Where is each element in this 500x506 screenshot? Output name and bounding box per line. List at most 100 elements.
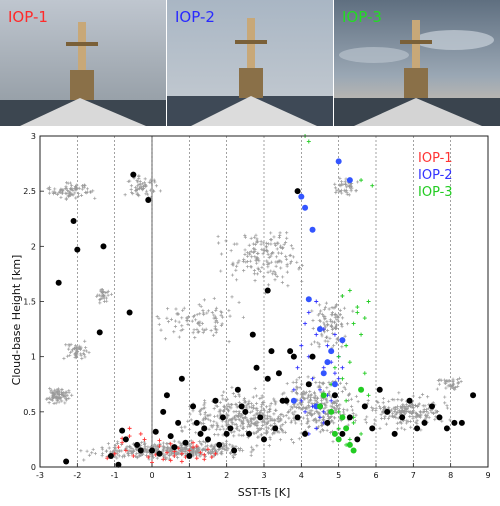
background-point (211, 450, 215, 454)
background-point (224, 239, 228, 243)
background-point (325, 428, 329, 433)
x-tick-label: 1 (187, 471, 192, 480)
background-point (455, 378, 460, 382)
background-point (67, 396, 71, 400)
background-point (244, 260, 248, 264)
background-point (303, 397, 307, 401)
background-point (222, 427, 226, 431)
x-tick-label: 2 (224, 471, 229, 480)
background-point (351, 309, 355, 313)
background-point (229, 249, 233, 253)
background-point (325, 319, 329, 324)
background-point (356, 399, 360, 404)
background-point (211, 446, 215, 450)
background-point (251, 250, 256, 254)
background-point (138, 454, 142, 458)
photo-label-iop-2: IOP-2 (175, 8, 215, 26)
background-point (143, 442, 147, 446)
background-point (128, 179, 132, 183)
data-point (193, 419, 200, 426)
background-point (250, 255, 254, 259)
background-point (232, 430, 236, 434)
background-point (148, 188, 153, 192)
background-point (54, 401, 58, 405)
background-point (323, 339, 327, 343)
background-point (354, 413, 358, 417)
background-point (413, 411, 417, 415)
background-point (207, 427, 211, 431)
background-scatter (44, 174, 463, 462)
background-point (405, 403, 409, 407)
background-point (77, 186, 81, 190)
background-point (67, 342, 71, 347)
background-point (302, 389, 306, 394)
background-point (256, 251, 260, 255)
background-point (73, 191, 77, 195)
background-point (233, 422, 237, 426)
background-point (129, 184, 134, 188)
background-point (435, 387, 439, 391)
background-point (321, 429, 325, 433)
background-point (305, 420, 310, 424)
background-point (287, 416, 291, 420)
background-point (167, 453, 171, 457)
background-point (246, 254, 250, 258)
background-point (169, 317, 173, 321)
background-point (234, 268, 238, 272)
background-point (393, 409, 397, 414)
data-point (347, 437, 352, 442)
background-point (237, 394, 241, 398)
background-point (183, 449, 187, 453)
background-point (372, 422, 377, 426)
data-point (291, 387, 296, 392)
background-point (356, 180, 360, 184)
background-point (315, 396, 319, 400)
data-point (335, 158, 342, 165)
background-point (203, 401, 207, 405)
background-point (47, 396, 51, 400)
background-point (264, 428, 269, 432)
background-point (388, 414, 392, 418)
background-point (59, 195, 63, 200)
background-point (371, 407, 375, 411)
background-point (50, 398, 54, 402)
background-point (250, 421, 254, 425)
background-point (266, 426, 270, 430)
background-point (62, 356, 66, 361)
background-point (240, 433, 244, 438)
background-point (289, 259, 293, 263)
photo-iop-2: IOP-2 (167, 0, 333, 126)
background-point (325, 323, 329, 327)
background-point (400, 421, 404, 425)
background-point (151, 455, 155, 460)
background-point (140, 182, 144, 186)
background-point (398, 411, 403, 415)
background-point (264, 425, 268, 429)
background-point (57, 395, 61, 399)
background-point (237, 447, 241, 451)
background-point (152, 189, 156, 194)
background-point (257, 259, 261, 263)
background-point (283, 420, 288, 424)
data-point (231, 447, 238, 454)
background-point (166, 445, 170, 449)
background-point (188, 412, 192, 416)
background-point (68, 186, 72, 190)
background-point (417, 402, 421, 406)
background-point (48, 386, 52, 391)
background-point (260, 265, 264, 269)
background-point (273, 431, 277, 435)
data-point (359, 178, 364, 183)
background-point (209, 329, 213, 333)
background-point (122, 453, 126, 457)
background-point (82, 458, 86, 462)
background-point (255, 423, 259, 428)
background-point (196, 321, 200, 325)
background-point (264, 241, 269, 245)
background-point (302, 405, 306, 409)
background-point (351, 412, 355, 416)
background-point (74, 196, 78, 200)
background-point (186, 322, 190, 326)
data-point (384, 408, 391, 415)
data-point (197, 430, 204, 437)
